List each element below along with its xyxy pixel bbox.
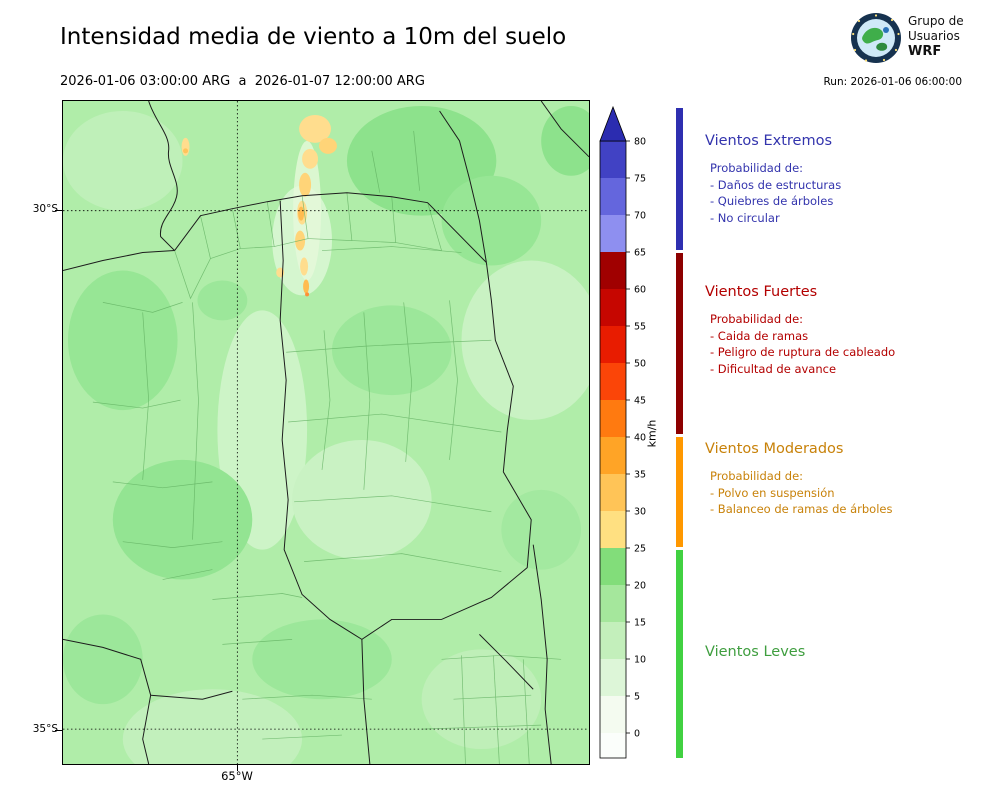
colorbar-tick-label: 55 <box>634 322 646 333</box>
category-details: Probabilidad de: - Caida de ramas - Peli… <box>705 311 965 377</box>
colorbar-under-segment <box>600 733 626 758</box>
grid-lines <box>63 101 589 764</box>
category-title: Vientos Leves <box>705 644 806 660</box>
x-axis-tick <box>237 765 238 771</box>
category-extremos: Vientos Extremos Probabilidad de: - Daño… <box>705 133 965 226</box>
category-item: - Caida de ramas <box>710 328 809 343</box>
colorbar-tick-label: 65 <box>634 248 646 259</box>
logo-line-1: Grupo de <box>908 14 964 28</box>
category-moderados: Vientos Moderados Probabilidad de: - Pol… <box>705 441 965 518</box>
lon-label-65w: 65°W <box>221 769 253 783</box>
colorbar-segment <box>600 548 626 585</box>
probability-label: Probabilidad de: <box>710 469 804 483</box>
y-axis-tick <box>55 210 62 211</box>
category-item: - Balanceo de ramas de árboles <box>710 502 893 516</box>
colorbar-segment <box>600 474 626 511</box>
colorbar-tick-label: 5 <box>634 692 640 703</box>
category-bar-segment <box>676 550 683 758</box>
colorbar-segment <box>600 215 626 252</box>
colorbar-tick-label: 80 <box>634 137 646 148</box>
colorbar-segment <box>600 178 626 215</box>
lat-label-30s: 30°S <box>32 203 58 215</box>
colorbar-tick-label: 30 <box>634 507 646 518</box>
category-item: - No circular <box>710 210 780 225</box>
colorbar-segment <box>600 252 626 289</box>
colorbar-segment <box>600 622 626 659</box>
wrf-users-group-logo-icon <box>851 13 901 63</box>
colorbar-tick-label: 75 <box>634 174 646 185</box>
category-fuertes: Vientos Fuertes Probabilidad de: - Caida… <box>705 284 965 377</box>
colorbar-segment <box>600 289 626 326</box>
colorbar-tick-label: 45 <box>634 396 646 407</box>
colorbar-segment <box>600 400 626 437</box>
department-borders <box>92 130 562 764</box>
category-item: - Dificultad de avance <box>710 361 837 376</box>
probability-label: Probabilidad de: <box>710 161 804 175</box>
category-leves: Vientos Leves <box>705 644 965 660</box>
category-details: Probabilidad de: - Polvo en suspensión -… <box>705 468 965 518</box>
wind-shading-light <box>63 110 589 764</box>
lat-label-35s: 35°S <box>32 723 58 735</box>
colorbar-tick-label: 35 <box>634 470 646 481</box>
colorbar-tick-label: 50 <box>634 359 646 370</box>
page-title: Intensidad media de viento a 10m del sue… <box>60 24 567 50</box>
wind-intensity-map <box>62 100 590 765</box>
colorbar-over-arrow <box>599 105 627 142</box>
logo-line-2: Usuarios <box>908 29 960 43</box>
category-title: Vientos Fuertes <box>705 284 818 300</box>
colorbar-tick-label: 60 <box>634 285 646 296</box>
category-title: Vientos Extremos <box>705 133 833 149</box>
category-item: - Polvo en suspensión <box>710 485 835 500</box>
map-canvas <box>63 101 589 764</box>
colorbar-tick-label: 10 <box>634 655 646 666</box>
category-item: - Daños de estructuras <box>710 177 842 192</box>
category-item: - Quiebres de árboles <box>710 194 834 208</box>
colorbar-tick-label: 15 <box>634 618 646 629</box>
category-details: Probabilidad de: - Daños de estructuras … <box>705 160 965 226</box>
colorbar-segment <box>600 585 626 622</box>
valid-date-range: 2026-01-06 03:00:00 ARG a 2026-01-07 12:… <box>60 74 425 89</box>
colorbar-tick-label: 0 <box>634 729 640 740</box>
y-axis-tick <box>55 730 62 731</box>
colorbar-segment <box>600 696 626 733</box>
probability-label: Probabilidad de: <box>710 312 804 326</box>
colorbar-segment <box>600 511 626 548</box>
wind-shading-dark <box>63 105 589 705</box>
province-borders <box>63 101 589 764</box>
logo-caption: Grupo de Usuarios WRF <box>908 14 964 59</box>
run-timestamp: Run: 2026-01-06 06:00:00 <box>823 76 962 88</box>
category-bar-segment <box>676 437 683 547</box>
colorbar-segment <box>600 326 626 363</box>
colorbar-tick-label: 40 <box>634 433 646 444</box>
category-bar-segment <box>676 253 683 434</box>
colorbar-tick-label: 25 <box>634 544 646 555</box>
colorbar-segment <box>600 141 626 178</box>
colorbar-tick-label: 20 <box>634 581 646 592</box>
colorbar-unit-label: km/h <box>645 419 659 448</box>
colorbar-segment <box>600 659 626 696</box>
logo-line-3: WRF <box>908 44 942 59</box>
colorbar-segment <box>600 437 626 474</box>
category-item: - Peligro de ruptura de cableado <box>710 345 896 359</box>
wind-category-bar <box>676 108 683 758</box>
category-title: Vientos Moderados <box>705 441 844 457</box>
wind-speed-colorbar: 0 5 10 15 20 25 30 35 40 45 50 55 60 65 70 75 80 <box>599 105 646 759</box>
colorbar-segment <box>600 363 626 400</box>
colorbar-tick-label: 70 <box>634 211 646 222</box>
category-bar-segment <box>676 108 683 250</box>
